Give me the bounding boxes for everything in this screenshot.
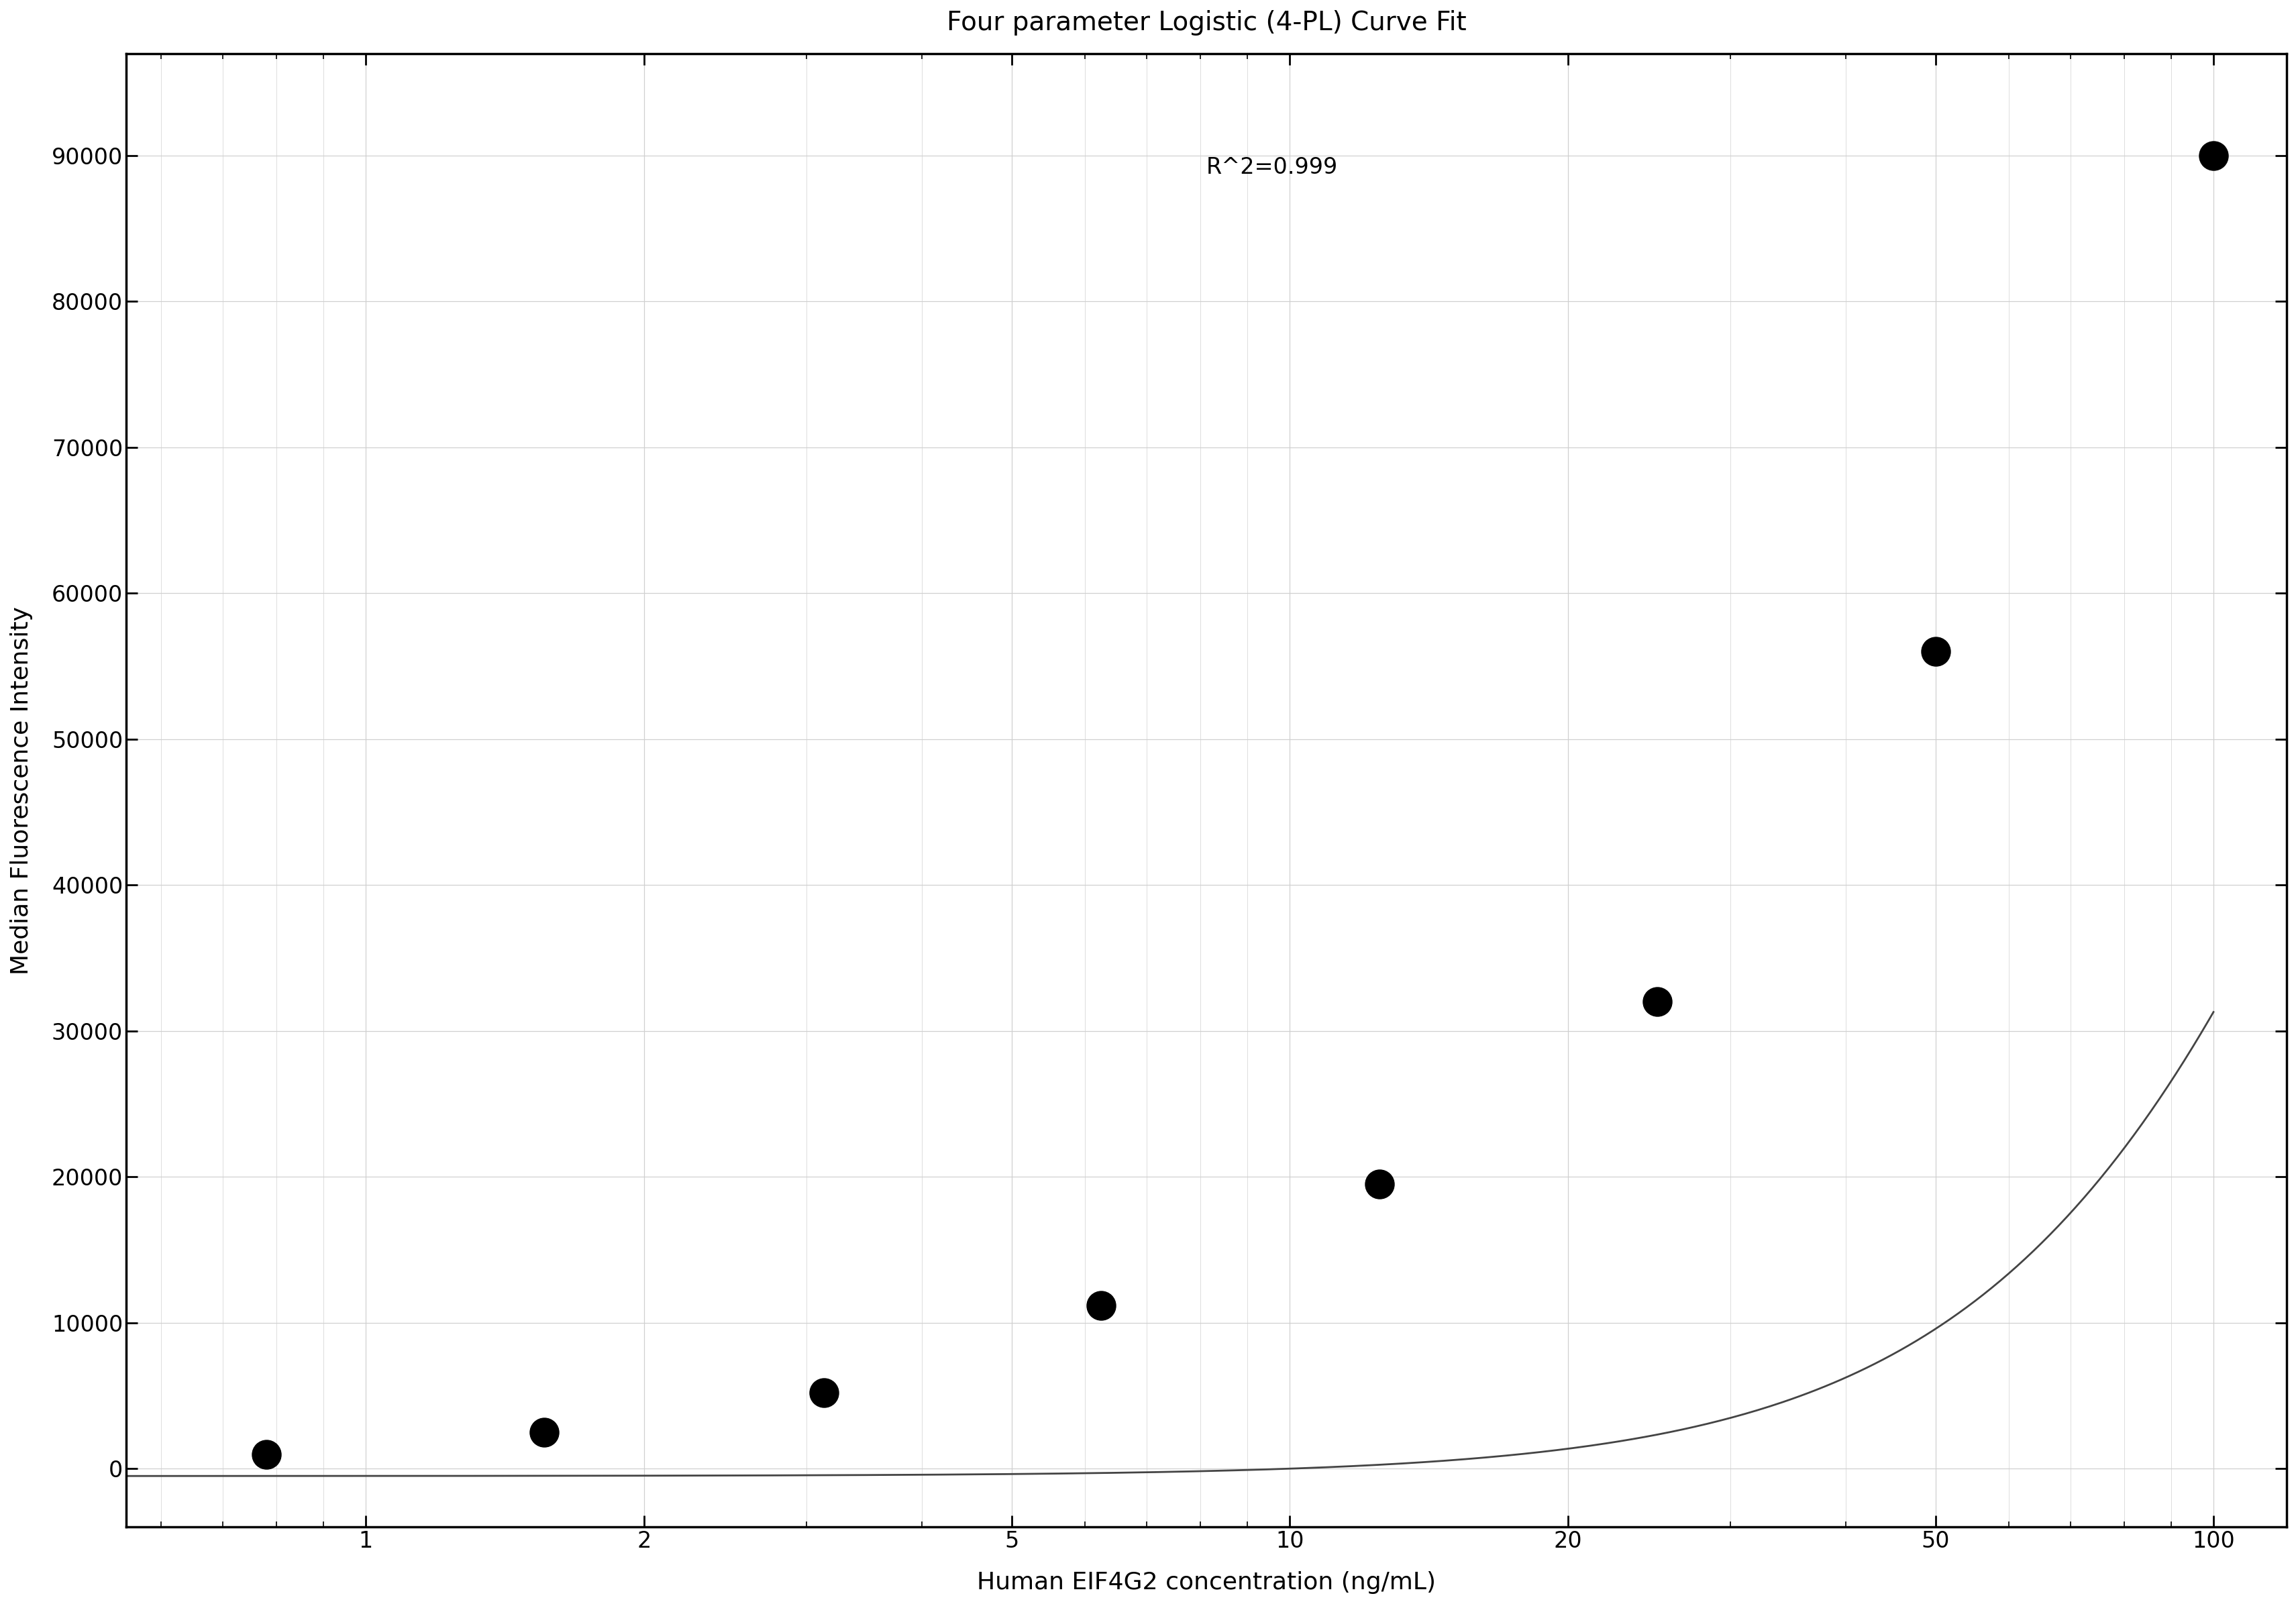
Point (526, 1420, 563, 1445)
Point (1081, 1293, 1118, 1318)
Text: R^2=0.999: R^2=0.999 (1205, 157, 1339, 178)
Point (1362, 1171, 1398, 1197)
Point (248, 1442, 285, 1468)
Point (1917, 638, 1954, 664)
Point (2195, 143, 2232, 168)
Title: Four parameter Logistic (4-PL) Curve Fit: Four parameter Logistic (4-PL) Curve Fit (946, 10, 1465, 35)
Point (1639, 990, 1676, 1015)
X-axis label: Human EIF4G2 concentration (ng/mL): Human EIF4G2 concentration (ng/mL) (976, 1572, 1435, 1594)
Y-axis label: Median Fluorescence Intensity: Median Fluorescence Intensity (9, 606, 32, 975)
Point (806, 1379, 843, 1405)
